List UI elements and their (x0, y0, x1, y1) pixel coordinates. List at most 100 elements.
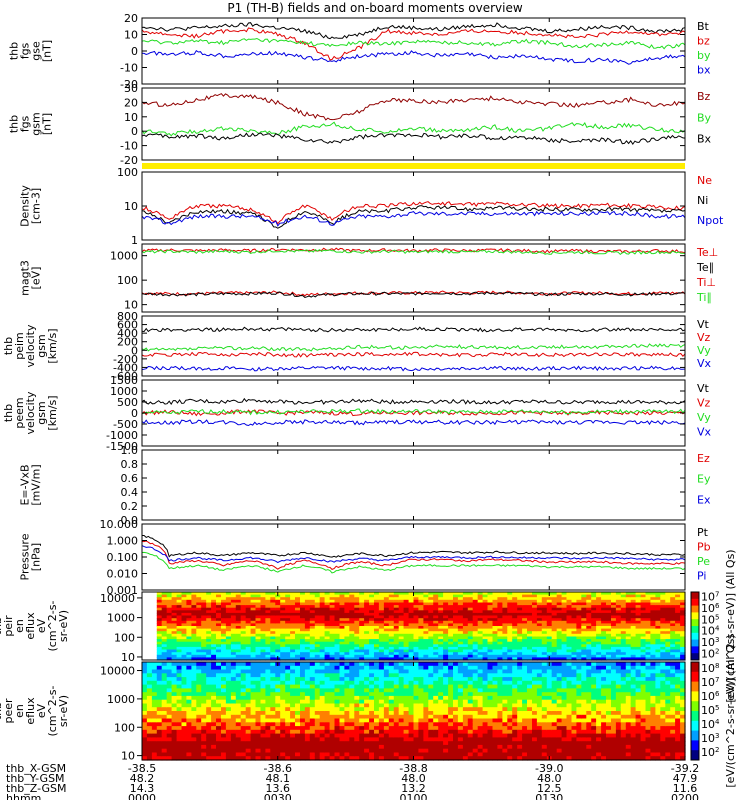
spectrogram-cell (201, 677, 207, 682)
spectrogram-cell (522, 631, 528, 635)
spectrogram-cell (245, 592, 252, 596)
spectrogram-cell (512, 646, 518, 651)
spectrogram-cell (206, 662, 212, 667)
spectrogram-cell (334, 722, 340, 727)
spectrogram-cell (522, 605, 528, 609)
spectrogram-cell (393, 610, 400, 614)
spectrogram-cell (462, 652, 469, 656)
spectrogram-cell (230, 669, 237, 674)
spectrogram-cell (571, 620, 577, 624)
spectrogram-cell (527, 649, 533, 653)
spectrogram-cell (319, 602, 326, 606)
spectrogram-cell (166, 646, 173, 651)
spectrogram-cell (630, 631, 637, 635)
spectrogram-cell (596, 623, 602, 627)
spectrogram-cell (211, 605, 217, 609)
spectrogram-cell (433, 677, 439, 682)
spectrogram-cell (334, 677, 340, 682)
spectrogram-cell (230, 662, 237, 667)
spectrogram-cell (492, 599, 498, 603)
spectrogram-cell (492, 612, 498, 617)
spectrogram-cell (428, 733, 434, 738)
spectrogram-cell (541, 592, 548, 596)
spectrogram-cell (423, 699, 429, 705)
spectrogram-cell (339, 646, 345, 651)
spectrogram-cell (196, 741, 202, 746)
spectrogram-cell (275, 737, 281, 742)
spectrogram-cell (635, 607, 642, 611)
spectrogram-cell (300, 718, 306, 723)
spectrogram-cell (324, 649, 331, 653)
spectrogram-cell (453, 726, 459, 731)
spectrogram-cell (492, 626, 498, 630)
spectrogram-cell (230, 665, 237, 671)
spectrogram-cell (349, 680, 355, 686)
y-axis-label-line: peir (2, 615, 15, 637)
spectrogram-cell (611, 641, 617, 645)
spectrogram-cell (660, 639, 666, 643)
spectrogram-cell (482, 644, 489, 648)
spectrogram-cell (492, 610, 498, 614)
spectrogram-cell (532, 644, 538, 648)
spectrogram-cell (329, 602, 336, 606)
spectrogram-cell (586, 592, 592, 596)
spectrogram-cell (472, 607, 479, 611)
spectrogram-cell (196, 718, 202, 723)
spectrogram-cell (304, 607, 311, 611)
spectrogram-cell (196, 748, 202, 754)
spectrogram-cell (319, 654, 326, 658)
spectrogram-cell (206, 684, 212, 689)
spectrogram-cell (398, 726, 405, 731)
spectrogram-cell (522, 594, 528, 598)
spectrogram-cell (576, 612, 582, 617)
spectrogram-cell (171, 657, 178, 661)
spectrogram-cell (388, 692, 395, 697)
spectrogram-cell (349, 711, 355, 716)
spectrogram-cell (551, 620, 558, 624)
spectrogram-cell (369, 657, 375, 661)
spectrogram-cell (383, 610, 390, 614)
spectrogram-cell (142, 756, 148, 761)
spectrogram-cell (660, 592, 666, 596)
spectrogram-cell (265, 695, 271, 701)
spectrogram-cell (309, 741, 316, 746)
spectrogram-cell (216, 652, 222, 656)
spectrogram-cell (270, 615, 276, 619)
spectrogram-cell (448, 657, 454, 661)
spectrogram-cell (285, 741, 291, 746)
spectrogram-cell (216, 599, 222, 603)
spectrogram-cell (245, 644, 252, 648)
spectrogram-cell (393, 597, 400, 601)
spectrogram-cell (413, 646, 419, 651)
spectrogram-cell (329, 722, 336, 727)
spectrogram-cell (142, 649, 148, 653)
spectrogram-cell (650, 641, 656, 645)
spectrogram-cell (640, 618, 647, 622)
spectrogram-cell (151, 707, 158, 712)
spectrogram-cell (151, 597, 158, 601)
spectrogram-cell (453, 623, 459, 627)
spectrogram-cell (211, 641, 217, 645)
spectrogram-cell (398, 673, 405, 678)
spectrogram-cell (418, 649, 424, 653)
spectrogram-cell (181, 756, 187, 761)
spectrogram-cell (142, 726, 148, 731)
spectrogram-cell (374, 711, 380, 716)
spectrogram-cell (171, 633, 178, 637)
spectrogram-cell (304, 741, 311, 746)
spectrogram-cell (620, 652, 627, 656)
spectrogram-cell (186, 633, 192, 637)
spectrogram-cell (369, 592, 375, 596)
spectrogram-cell (285, 657, 291, 661)
spectrogram-cell (418, 707, 424, 712)
spectrogram-cell (388, 592, 395, 596)
spectrogram-cell (453, 628, 459, 632)
spectrogram-cell (383, 677, 390, 682)
spectrogram-cell (561, 620, 568, 624)
series-line-Ne (141, 201, 686, 225)
spectrogram-cell (349, 665, 355, 671)
spectrogram-cell (477, 703, 484, 708)
spectrogram-cell (546, 612, 553, 617)
spectrogram-cell (201, 692, 207, 697)
spectrogram-cell (388, 680, 395, 686)
